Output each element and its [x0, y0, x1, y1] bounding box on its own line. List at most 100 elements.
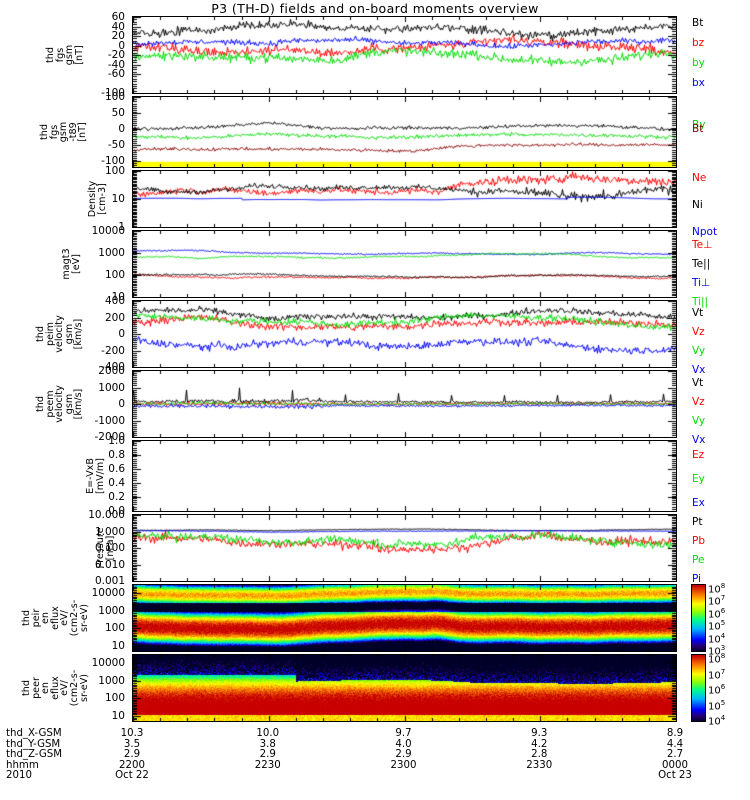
colorbar-tick-1-1: 107 — [708, 667, 726, 681]
ytitle-density: Density [cm-3] — [87, 170, 108, 228]
legend-panel1-Bt: Bt — [692, 17, 704, 29]
ytick-peem-velocity-1: 1000 — [98, 381, 125, 394]
ytick-fgs-gsm-t89-3: -50 — [107, 138, 125, 151]
legend-panel1-bx: bx — [692, 77, 705, 89]
legend-panel3-Npot: Npot — [692, 226, 718, 238]
bottom-value-c1-r2: 2.9 — [259, 749, 276, 761]
bottom-value-c4-r4: Oct 23 — [658, 770, 692, 782]
ytick-magt3-3: 10 — [111, 291, 125, 303]
colorbar-tick-0-3: 105 — [708, 619, 726, 633]
legend-panel7-Ex: Ex — [692, 497, 705, 509]
ytick-pressure-0: 10.000 — [88, 509, 125, 521]
bottom-value-c1-r0: 10.0 — [256, 728, 280, 739]
ytick-magt3-1: 1000 — [98, 247, 125, 259]
legend-panel6-Vz: Vz — [692, 396, 705, 408]
legend-panel7-Ey: Ey — [692, 473, 705, 485]
legend-panel2-By: By — [692, 119, 706, 131]
bottom-value-c4-r1: 4.4 — [666, 738, 684, 750]
ytick-peim-velocity-4: -400 — [101, 361, 125, 373]
ytick-fgs-gsm-t89-0: 100 — [104, 91, 125, 103]
colorbar-peer-eflux — [691, 654, 706, 722]
panel-peem-velocity — [132, 370, 677, 438]
ytitle-line: sr-eV) — [78, 604, 90, 632]
panel-fgs-gsm — [132, 16, 677, 94]
ytitle-efield: E=-VxB [mV/m] — [85, 440, 106, 512]
legend-panel1-by: by — [692, 57, 705, 69]
panel-peim-velocity — [132, 300, 677, 368]
ytick-peir-eflux-1: 1000 — [98, 604, 125, 617]
bottom-value-c3-r1: 4.2 — [531, 738, 548, 750]
ytick-peer-eflux-2: 100 — [104, 692, 125, 705]
bottom-value-c4-r0: 8.9 — [666, 728, 684, 739]
panel-canvas-peir-eflux — [133, 585, 676, 651]
ytitle-fgs-gsm-t89: thd fgs gsm -t89 [nT] — [39, 96, 88, 168]
panel-canvas-peim-velocity — [133, 301, 676, 367]
bottom-row-label-2: thd_Z-GSM — [6, 749, 63, 761]
bottom-value-c2-r3: 2300 — [390, 759, 417, 771]
colorbar-tick-0-5: 103 — [708, 644, 726, 658]
legend-panel6-Vx: Vx — [692, 434, 706, 446]
colorbar-tick-0-0: 108 — [708, 582, 726, 596]
ytick-efield-5: 0.0 — [108, 505, 125, 517]
legend-panel6-Vt: Vt — [692, 377, 704, 389]
ytitle-peir-eflux: thd peir en eflux eV/(cm2-s-sr-eV) — [21, 584, 90, 652]
ytick-peim-velocity-2: 0 — [118, 328, 125, 340]
bottom-value-c1-r1: 3.8 — [259, 738, 276, 750]
legend-panel4-Te: Te|| — [692, 258, 711, 270]
ytick-peem-velocity-4: -2000 — [94, 431, 125, 443]
ytitle-peim-velocity: thd peim velocity gsm [km/s] — [35, 300, 84, 368]
ytick-fgs-gsm-3: 0 — [118, 39, 125, 52]
panel-canvas-fgs-gsm — [133, 17, 676, 93]
legend-panel3-Ni: Ni — [692, 199, 703, 211]
ytick-peer-eflux-0: 10000 — [91, 657, 125, 670]
ytitle-line: [km/s] — [73, 388, 85, 420]
page-title: P3 (TH-D) fields and on-board moments ov… — [211, 1, 539, 16]
ytick-fgs-gsm-6: -60 — [107, 68, 125, 80]
legend-panel1-bz: bz — [692, 37, 705, 49]
panel-efield — [132, 440, 677, 512]
bottom-value-c4-r2: 2.7 — [666, 749, 684, 761]
ytick-pressure-2: 0.100 — [94, 542, 125, 554]
colorbar-peir-eflux — [691, 584, 706, 652]
colorbar-tick-0-4: 104 — [708, 631, 726, 645]
panel-peir-eflux — [132, 584, 677, 652]
legend-panel2-Bt: Bt — [692, 123, 704, 135]
ytick-peim-velocity-0: 400 — [104, 295, 125, 307]
ytick-peim-velocity-3: -200 — [101, 344, 125, 357]
bottom-value-c0-r4: Oct 22 — [115, 770, 149, 782]
ytick-fgs-gsm-7: -100 — [101, 87, 125, 99]
ytick-efield-2: 0.6 — [108, 463, 125, 475]
ytick-magt3-2: 100 — [104, 269, 125, 281]
ytick-density-1: 10 — [111, 193, 125, 205]
ytick-fgs-gsm-4: -20 — [107, 49, 125, 61]
panel-canvas-fgs-gsm-t89 — [133, 97, 676, 167]
legend-panel3-Ne: Ne — [692, 172, 707, 184]
ytick-fgs-gsm-t89-1: 50 — [111, 106, 125, 119]
legend-panel5-Vt: Vt — [692, 307, 704, 319]
ytick-efield-3: 0.4 — [108, 477, 125, 489]
bottom-row-label-3: hhmm — [6, 759, 39, 771]
ytitle-fgs-gsm: thd fgs gsm [nT] — [45, 16, 85, 94]
ytitle-peer-eflux: thd peer en eflux eV/(cm2-s-sr-eV) — [21, 654, 90, 722]
bottom-value-c3-r2: 2.8 — [531, 749, 548, 761]
legend-panel8-Pt: Pt — [692, 516, 703, 528]
ytitle-peem-velocity: thd peem velocity gsm [km/s] — [35, 370, 85, 438]
bottom-value-c0-r1: 3.5 — [123, 738, 141, 750]
legend-panel4-Ti: Ti⊥ — [692, 277, 711, 289]
bottom-value-c0-r0: 10.3 — [120, 728, 144, 739]
panel-density — [132, 170, 677, 228]
bottom-value-c0-r2: 2.9 — [123, 749, 141, 761]
panel-magt3 — [132, 230, 677, 298]
legend-panel4-Ti: Ti|| — [692, 296, 709, 308]
ytick-fgs-gsm-1: 40 — [111, 20, 125, 33]
ytitle-line: sr-eV) — [78, 674, 90, 702]
ytitle-line: [cm-3] — [96, 183, 108, 215]
legend-panel8-Pi: Pi — [692, 573, 702, 585]
colorbar-tick-1-3: 105 — [708, 698, 726, 712]
ytick-peim-velocity-1: 200 — [104, 311, 125, 324]
bottom-value-c2-r2: 2.9 — [395, 749, 412, 761]
colorbar-tick-1-4: 104 — [708, 714, 726, 728]
ytitle-magt3: magt3 [eV] — [61, 230, 82, 298]
panel-canvas-magt3 — [133, 231, 676, 297]
bottom-row-label-0: thd_X-GSM — [6, 728, 62, 739]
